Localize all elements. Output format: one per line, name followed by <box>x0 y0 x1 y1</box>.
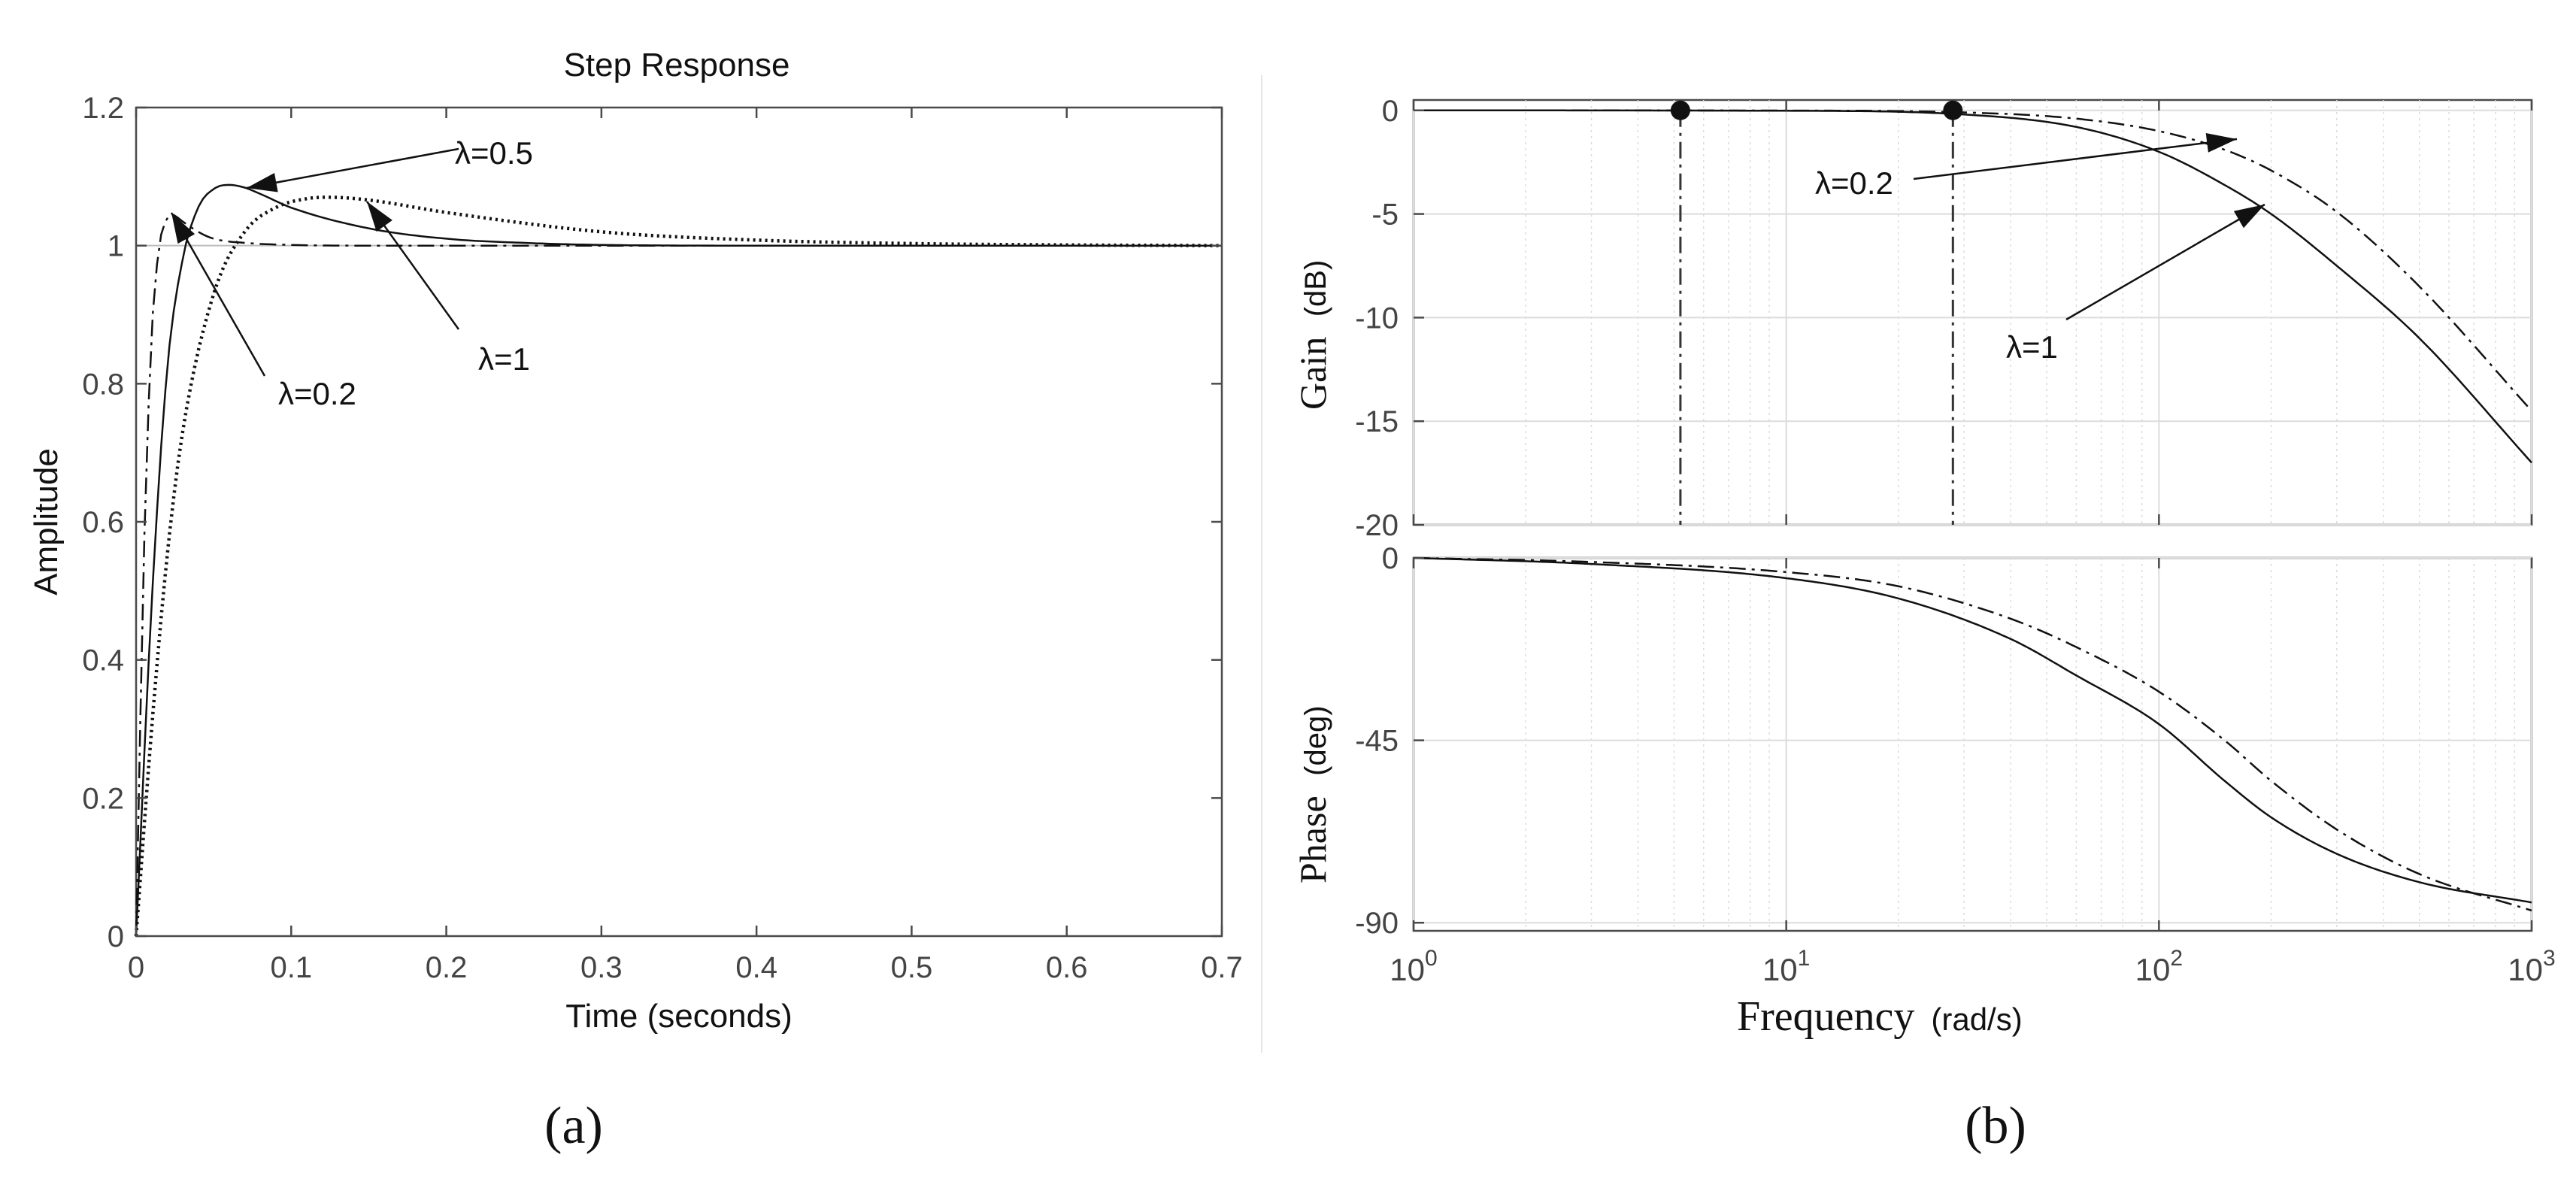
phase-y-ticks: 0 -45 -90 <box>1355 542 1424 940</box>
x-tick-label: 100 <box>1390 946 1437 987</box>
gain-plot-area <box>1412 98 2533 526</box>
y-tick-label: 0.6 <box>82 506 124 539</box>
y-tick-label: -20 <box>1355 509 1399 542</box>
arrowhead <box>2205 132 2237 153</box>
chart-title: Step Response <box>564 47 790 83</box>
x-tick-label: 103 <box>2508 946 2555 987</box>
y-tick-label: 0.2 <box>82 782 124 815</box>
y-tick-label: -10 <box>1355 302 1399 335</box>
plot-area-a <box>135 106 1223 938</box>
y-tick-label: 0.4 <box>82 644 124 677</box>
arrow-lambda-0.2 <box>170 212 266 377</box>
x-axis-ticks-a: 0 0.1 0.2 0.3 0.4 0.5 0.6 0.7 <box>128 108 1243 984</box>
gain-y-ticks: 0 -5 -10 -15 -20 <box>1355 95 1424 542</box>
phase-axis-label: Phase (deg) <box>1292 705 1334 883</box>
x-tick-label: 0.5 <box>891 951 933 984</box>
y-tick-label: 0.8 <box>82 368 124 401</box>
phase-series <box>1413 556 2532 912</box>
y-axis-ticks-a: 0 0.2 0.4 0.6 0.8 1 1.2 <box>82 92 1222 953</box>
gain-annotation-label-lambda-1: λ=1 <box>2006 329 2058 365</box>
y-tick-label: -90 <box>1355 907 1399 940</box>
series-line-lambda-1 <box>1413 556 2532 904</box>
y-tick-label: 1.2 <box>82 92 124 125</box>
x-tick-label: 102 <box>2135 946 2183 987</box>
x-axis-label: Time (seconds) <box>565 998 792 1035</box>
svg-text:Gain (dB): Gain (dB) <box>1292 260 1334 410</box>
svg-text:Frequency (rad/s): Frequency (rad/s) <box>1737 993 2023 1040</box>
series-line-lambda-1 <box>134 195 1223 937</box>
frequency-label-text: Frequency <box>1737 993 1914 1040</box>
panel-label-b: (b) <box>1965 1097 2026 1155</box>
x-tick-label: 0.1 <box>270 951 312 984</box>
annotation-lambda-0.2: λ=0.2 <box>170 212 356 411</box>
annotation-label-lambda-0.5: λ=0.5 <box>455 135 533 171</box>
series-line-lambda-0.2 <box>1414 109 2532 412</box>
svg-text:Phase (deg): Phase (deg) <box>1292 705 1334 883</box>
y-tick-label: 0 <box>1382 542 1399 575</box>
frequency-x-ticks: 100 101 102 103 <box>1390 100 2556 987</box>
phase-label-text: Phase <box>1292 795 1334 883</box>
annotation-lambda-1: λ=1 <box>365 201 530 377</box>
annotation-label-lambda-1: λ=1 <box>478 341 530 377</box>
series-line-lambda-0.2 <box>135 214 1222 937</box>
panel-label-a: (a) <box>544 1097 603 1155</box>
phase-grid <box>1413 557 2532 931</box>
frequency-axis-label: Frequency (rad/s) <box>1737 993 2023 1040</box>
arrow-gain-lambda-0.2 <box>1913 138 2238 180</box>
gain-annotation-lambda-1: λ=1 <box>2006 203 2265 365</box>
y-tick-label: 1 <box>108 230 124 263</box>
annotation-label-lambda-0.2: λ=0.2 <box>278 376 356 411</box>
marker-point <box>1943 100 1963 120</box>
x-tick-label: 0.3 <box>580 951 623 984</box>
arrowhead <box>367 202 392 232</box>
bode-panel: 0 -5 -10 -15 -20 0 -45 -90 100 101 102 103 Gain (… <box>1292 95 2556 1040</box>
y-tick-label: 0 <box>1382 95 1399 128</box>
gain-grid <box>1413 100 2532 526</box>
series-line-lambda-1 <box>1414 109 2532 464</box>
x-tick-label: 0.2 <box>426 951 468 984</box>
arrowhead <box>247 172 278 192</box>
phase-label-unit: (deg) <box>1299 705 1332 775</box>
phase-plot-area <box>1412 556 2533 932</box>
x-tick-label: 0.6 <box>1046 951 1088 984</box>
gain-axis-label: Gain (dB) <box>1292 260 1334 410</box>
frequency-label-unit: (rad/s) <box>1931 1002 2022 1037</box>
gain-annotation-lambda-0.2: λ=0.2 <box>1815 132 2238 201</box>
x-tick-label: 101 <box>1762 946 1810 987</box>
annotation-lambda-0.5: λ=0.5 <box>246 135 533 192</box>
gain-label-unit: (dB) <box>1299 260 1332 317</box>
series-group-a <box>134 183 1223 937</box>
arrow-gain-lambda-1 <box>2065 203 2265 321</box>
gain-annotation-label-lambda-0.2: λ=0.2 <box>1815 165 1893 201</box>
gain-series <box>1414 109 2532 464</box>
series-line-lambda-0.2 <box>1413 556 2532 912</box>
x-tick-label: 0 <box>128 951 144 984</box>
gain-label-text: Gain <box>1292 337 1334 410</box>
gain-markers <box>1670 100 1963 120</box>
y-tick-label: -45 <box>1355 725 1399 758</box>
y-tick-label: -5 <box>1371 198 1399 232</box>
arrow-lambda-0.5 <box>246 147 459 189</box>
x-tick-label: 0.7 <box>1201 951 1243 984</box>
x-tick-label: 0.4 <box>735 951 777 984</box>
series-line-lambda-0.5 <box>135 183 1222 937</box>
arrowhead <box>2233 205 2265 229</box>
y-axis-label: Amplitude <box>28 448 65 595</box>
marker-point <box>1670 100 1690 120</box>
step-response-panel: Step Response 0 0.1 0.2 0.3 0.4 0.5 0.6 0.7 0 0.… <box>28 47 1243 1035</box>
arrowhead <box>171 213 195 244</box>
y-tick-label: -15 <box>1355 405 1399 438</box>
gain-vertical-lines <box>1679 110 1954 525</box>
y-tick-label: 0 <box>108 920 124 953</box>
